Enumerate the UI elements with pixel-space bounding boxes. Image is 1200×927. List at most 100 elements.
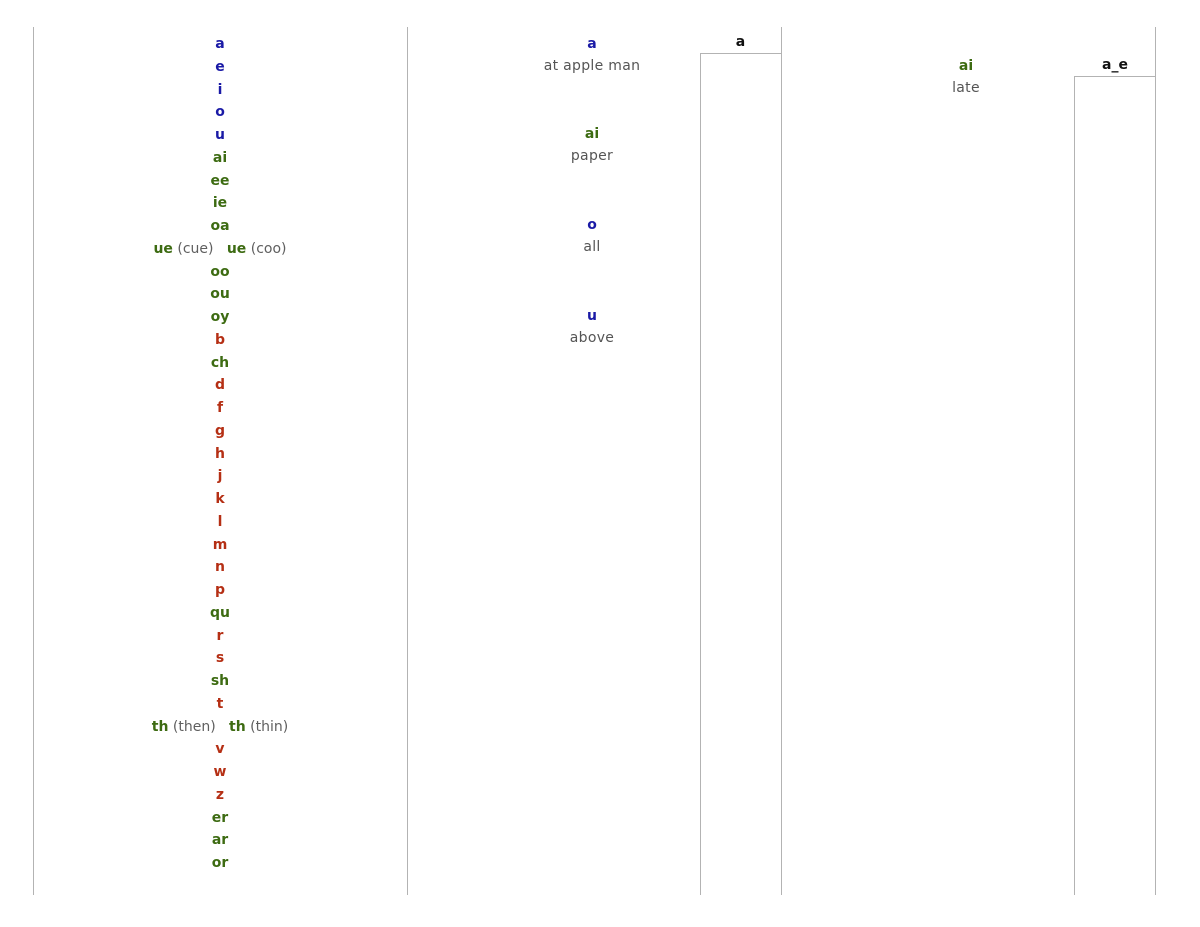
sound-chart-item: i: [34, 79, 406, 102]
grapheme: m: [212, 536, 228, 553]
sound-chart-item: oo: [34, 261, 406, 284]
grapheme: ai: [958, 58, 974, 74]
grapheme-note: (thin): [250, 718, 289, 735]
grapheme: ou: [210, 286, 230, 303]
example-words: paper: [570, 148, 614, 164]
grapheme: h: [215, 445, 225, 462]
sound-chart-item: j: [34, 465, 406, 488]
sound-chart-item: b: [34, 329, 406, 352]
grapheme: ai: [584, 126, 600, 142]
grapheme: v: [215, 741, 225, 758]
sound-chart-item: f: [34, 397, 406, 420]
grapheme: o: [587, 217, 597, 233]
sound-chart-item: ar: [34, 829, 406, 852]
grapheme: w: [213, 764, 227, 780]
sound-chart-item: l: [34, 511, 406, 534]
example-words: above: [569, 330, 615, 346]
grapheme: l: [217, 513, 223, 530]
sound-chart-item: ai: [34, 147, 406, 170]
grapheme: ue: [226, 240, 247, 257]
sound-chart-item: a: [34, 33, 406, 56]
sound-chart-item: w: [34, 761, 406, 784]
column-divider: [33, 27, 34, 895]
grapheme: oy: [210, 309, 230, 325]
grapheme: er: [211, 809, 229, 826]
sound-chart-item: oy: [34, 306, 406, 329]
example-words: at apple man: [543, 58, 641, 74]
grapheme: p: [214, 582, 226, 598]
sound-chart-item: ch: [34, 352, 406, 375]
grapheme: g: [214, 422, 226, 439]
sound-chart-item: u: [34, 124, 406, 147]
sound-chart-item: ee: [34, 170, 406, 193]
grapheme: f: [216, 400, 224, 416]
grapheme: u: [587, 308, 597, 324]
spelling-entry: ai late: [866, 55, 1066, 99]
sound-chart-item: sh: [34, 670, 406, 693]
sound-chart-item: d: [34, 374, 406, 397]
sound-chart-item: m: [34, 534, 406, 557]
header-underline: [1075, 76, 1155, 77]
grapheme: or: [211, 855, 229, 871]
sound-chart-item: k: [34, 488, 406, 511]
panel-header-a: a: [735, 34, 746, 50]
sound-chart-item: v: [34, 738, 406, 761]
grapheme: ie: [212, 195, 228, 212]
grapheme: ch: [210, 354, 230, 371]
grapheme: r: [216, 627, 224, 644]
grapheme: j: [217, 468, 223, 485]
grapheme: th: [151, 718, 169, 735]
grapheme: u: [215, 127, 225, 143]
panel-box-edge: [1074, 76, 1075, 895]
grapheme-note: (coo): [250, 240, 287, 257]
grapheme: k: [215, 491, 225, 507]
column-divider: [407, 27, 408, 895]
sound-chart-item: r: [34, 625, 406, 648]
grapheme: ee: [210, 172, 230, 189]
sound-chart-item: oa: [34, 215, 406, 238]
grapheme: b: [214, 331, 226, 348]
sound-chart-item: ie: [34, 192, 406, 215]
grapheme: th: [229, 718, 246, 735]
grapheme: o: [215, 104, 225, 121]
grapheme: qu: [210, 604, 230, 621]
header-underline: [700, 53, 781, 54]
grapheme: d: [214, 377, 226, 394]
example-words: late: [952, 80, 980, 96]
grapheme-note: (cue): [177, 240, 214, 257]
grapheme: n: [215, 559, 225, 576]
sound-chart-item: p: [34, 579, 406, 602]
panel-box-edge: [700, 53, 701, 895]
grapheme: s: [215, 650, 225, 667]
sound-chart-item: z: [34, 784, 406, 807]
sound-chart-item: er: [34, 807, 406, 830]
column-divider: [781, 27, 782, 895]
spelling-entry: a at apple man: [492, 33, 692, 77]
grapheme: oa: [210, 218, 230, 234]
grapheme: oo: [210, 263, 230, 280]
grapheme: ue: [153, 240, 173, 257]
sound-chart-item: g: [34, 420, 406, 443]
grapheme: i: [217, 81, 223, 98]
sound-chart-item: n: [34, 556, 406, 579]
sound-chart-item: ou: [34, 283, 406, 306]
sound-chart-item: qu: [34, 602, 406, 625]
sound-chart-item: s: [34, 647, 406, 670]
grapheme: z: [215, 786, 225, 803]
grapheme: a: [587, 36, 597, 52]
grapheme: ai: [212, 149, 228, 166]
spelling-entry: ai paper: [492, 123, 692, 167]
grapheme-note: (then): [172, 718, 216, 735]
spelling-entry: u above: [492, 305, 692, 349]
grapheme: a: [215, 36, 225, 52]
grapheme: sh: [210, 673, 230, 689]
sound-chart-item: o: [34, 101, 406, 124]
grapheme: ar: [211, 832, 229, 849]
sound-chart-item: ue (cue) ue (coo): [34, 238, 406, 261]
sound-chart-item: or: [34, 852, 406, 875]
sound-chart-item: th (then) th (thin): [34, 716, 406, 739]
grapheme: e: [215, 58, 225, 75]
sound-chart-item: h: [34, 443, 406, 466]
example-words: all: [583, 239, 601, 255]
sound-chart-item: t: [34, 693, 406, 716]
